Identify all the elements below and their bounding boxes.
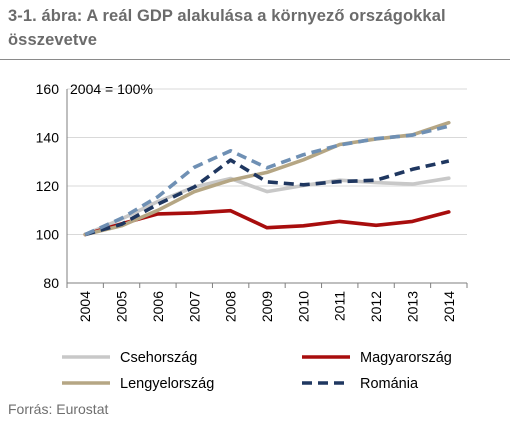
series-line-romania: [84, 158, 450, 237]
x-tick-label: 2007: [186, 291, 202, 322]
x-tick-label: 2008: [223, 291, 239, 322]
series-line-unlabeled: [84, 124, 450, 237]
x-tick-label: 2010: [295, 291, 311, 322]
x-tick-label: 2004: [77, 291, 93, 322]
y-tick-label: 100: [36, 227, 60, 243]
y-tick-label: 80: [43, 275, 59, 291]
y-tick-label: 160: [36, 81, 60, 97]
x-axis: 2004 2005 2006 2007 2008 2009 2010 2011 2012 2013…: [66, 282, 468, 322]
legend-label: Magyarország: [360, 350, 452, 366]
x-tick-label: 2006: [150, 291, 166, 322]
x-tick-label: 2005: [114, 291, 130, 322]
legend-label: Csehország: [120, 350, 197, 366]
x-tick-label: 2012: [368, 291, 384, 322]
series-line-csehorszag: [83, 176, 451, 237]
legend: Csehország Magyarország Lengyelország Román…: [62, 350, 452, 392]
grid-lines: [67, 88, 467, 235]
figure-title: 3-1. ábra: A reál GDP alakulása a környe…: [8, 7, 446, 49]
y-tick-label: 120: [36, 178, 60, 194]
chart-annotation: 2004 = 100%: [70, 81, 153, 97]
x-tick-label: 2009: [259, 291, 275, 322]
y-axis: 80 100 120 140 160: [36, 81, 68, 291]
series-lines: [83, 120, 451, 237]
title-rule: [0, 59, 510, 60]
x-tick-label: 2014: [441, 291, 457, 322]
legend-label: Lengyelország: [120, 376, 214, 392]
series-line-magyarorszag: [83, 208, 451, 237]
legend-label: Románia: [360, 376, 419, 392]
source-note: Forrás: Eurostat: [8, 401, 109, 417]
series-line-lengyelorszag: [83, 120, 451, 237]
x-tick-label: 2013: [404, 291, 420, 322]
y-tick-label: 140: [36, 130, 60, 146]
x-tick-label: 2011: [332, 291, 348, 321]
